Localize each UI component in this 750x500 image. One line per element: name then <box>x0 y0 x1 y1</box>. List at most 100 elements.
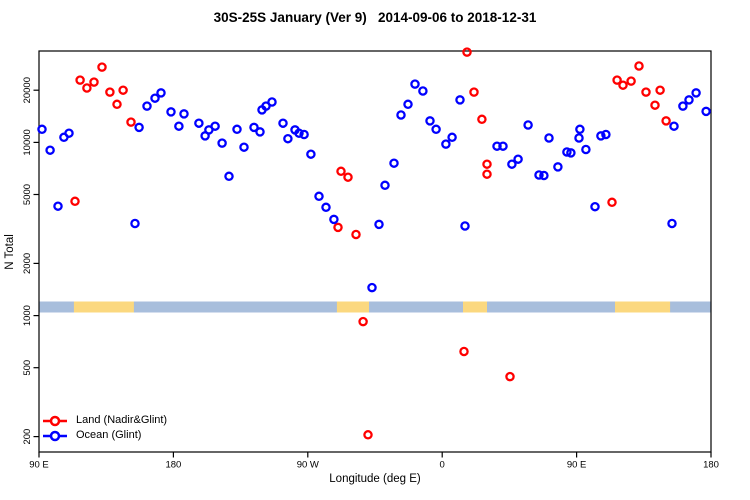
data-point-land <box>612 75 622 85</box>
legend-land-marker-icon <box>49 415 61 427</box>
data-point-land <box>351 229 361 240</box>
data-point-land <box>655 85 665 95</box>
data-point-ocean <box>534 170 544 180</box>
data-point-ocean <box>255 127 265 137</box>
data-point-ocean <box>294 128 304 138</box>
data-point-ocean <box>45 145 55 155</box>
data-point-ocean <box>156 88 166 98</box>
data-point-land <box>333 222 343 233</box>
legend-label-land: Land (Nadir&Glint) <box>76 414 168 426</box>
data-point-land <box>126 117 136 127</box>
data-point-ocean <box>329 214 339 225</box>
land-band-segment <box>73 301 134 313</box>
data-point-land <box>358 316 368 327</box>
data-point-ocean <box>684 95 694 105</box>
y-tick-label: 10000 <box>22 129 33 155</box>
data-point-ocean <box>166 107 176 117</box>
data-point-ocean <box>403 99 413 110</box>
data-point-ocean <box>581 144 591 155</box>
data-point-ocean <box>553 162 563 172</box>
data-point-land <box>112 99 122 110</box>
chart-title: 30S-25S January (Ver 9) 2014-09-06 to 20… <box>213 10 537 25</box>
y-tick-label: 1000 <box>22 305 33 326</box>
data-point-ocean <box>321 202 331 213</box>
data-point-ocean <box>492 141 502 151</box>
data-point-land <box>607 197 617 208</box>
data-point-ocean <box>224 171 234 182</box>
data-point-land <box>97 62 107 72</box>
x-tick-label: 180 <box>703 460 719 471</box>
data-point-land <box>89 77 99 87</box>
data-point-ocean <box>678 101 688 111</box>
data-point-ocean <box>566 148 576 158</box>
data-point-ocean <box>447 132 457 143</box>
data-point-ocean <box>701 106 711 117</box>
data-point-ocean <box>367 282 377 293</box>
data-point-ocean <box>498 141 508 151</box>
data-point-ocean <box>194 118 204 128</box>
data-point-ocean <box>513 154 523 164</box>
data-point-ocean <box>596 131 606 141</box>
data-point-ocean <box>249 122 259 133</box>
x-tick-label: 90 W <box>297 460 319 471</box>
data-point-ocean <box>601 129 611 140</box>
data-point-land <box>477 114 487 125</box>
data-point-ocean <box>507 159 517 169</box>
data-point-land <box>82 83 92 93</box>
data-point-ocean <box>455 95 465 105</box>
data-point-ocean <box>59 132 69 143</box>
data-point-ocean <box>523 120 533 130</box>
data-point-ocean <box>142 101 152 111</box>
ocean-band <box>39 301 711 313</box>
data-point-ocean <box>574 133 584 143</box>
land-band-segment <box>463 301 487 313</box>
legend-label-ocean: Ocean (Glint) <box>76 429 142 441</box>
data-point-ocean <box>691 88 701 98</box>
data-point-land <box>482 159 492 169</box>
data-point-ocean <box>431 124 441 135</box>
data-point-ocean <box>575 124 585 135</box>
data-point-land <box>343 172 353 182</box>
data-point-land <box>105 87 115 97</box>
data-point-ocean <box>396 110 406 120</box>
data-point-land <box>469 87 479 97</box>
y-tick-label: 20000 <box>22 77 33 103</box>
data-point-land <box>459 346 469 357</box>
data-point-ocean <box>374 219 384 230</box>
x-tick-label: 0 <box>440 460 445 471</box>
data-point-ocean <box>278 118 288 128</box>
y-tick-label: 2000 <box>22 253 33 274</box>
data-point-ocean <box>217 138 227 148</box>
data-point-land <box>626 76 636 86</box>
data-point-ocean <box>425 116 435 126</box>
data-point-ocean <box>130 218 140 229</box>
y-tick-label: 5000 <box>22 184 33 205</box>
data-point-land <box>641 87 651 97</box>
data-point-ocean <box>239 142 249 152</box>
data-point-ocean <box>179 109 189 119</box>
data-point-ocean <box>150 93 160 103</box>
legend-ocean-marker-icon <box>49 430 61 442</box>
data-point-land <box>650 100 660 110</box>
data-point-ocean <box>37 124 47 135</box>
data-point-ocean <box>134 122 144 133</box>
data-point-ocean <box>380 180 390 191</box>
land-band-segment <box>336 301 369 313</box>
data-point-land <box>618 80 628 90</box>
data-point-ocean <box>410 79 420 89</box>
data-point-ocean <box>200 131 210 141</box>
x-tick-label: 90 E <box>29 460 49 471</box>
data-point-ocean <box>667 218 677 229</box>
x-tick-label: 90 E <box>567 460 587 471</box>
data-point-ocean <box>257 105 267 115</box>
data-point-land <box>634 61 644 71</box>
data-point-ocean <box>441 139 451 149</box>
data-point-land <box>363 430 373 440</box>
data-point-land <box>70 196 80 207</box>
land-band-segment <box>615 301 671 313</box>
data-point-ocean <box>539 170 549 181</box>
data-point-ocean <box>267 97 277 107</box>
data-point-ocean <box>669 121 679 131</box>
